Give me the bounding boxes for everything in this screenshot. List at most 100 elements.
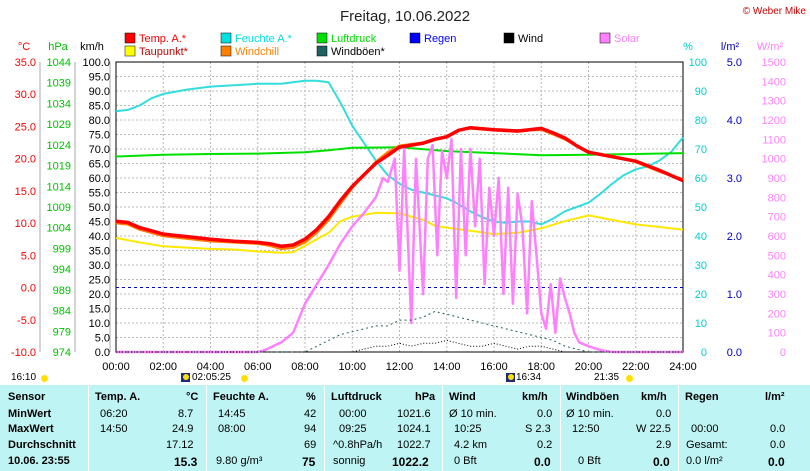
axis-unit-label: hPa xyxy=(48,41,68,53)
weather-chart: Freitag, 10.06.2022 © Weber Mike Temp. A… xyxy=(11,6,807,373)
x-tick-label: 22:00 xyxy=(622,361,650,373)
chart-series xyxy=(115,79,684,354)
legend-label: Windböen* xyxy=(331,46,386,58)
legend-label: Regen xyxy=(424,33,456,45)
legend-swatch xyxy=(599,32,611,44)
column-divider xyxy=(560,385,561,471)
y-tick-label: 800 xyxy=(768,192,786,204)
current-timestamp: 10.06. 23:55 xyxy=(8,455,70,467)
max-temp-value: 24.9 xyxy=(172,423,194,435)
y-tick-label: 100 xyxy=(768,328,786,340)
x-tick-labels: 00:00 02:00 04:00 06:00 08:00 10:00 12:00 14:00… xyxy=(102,361,697,373)
wind-avg-label: Ø 10 min. xyxy=(449,408,497,420)
y-tick-label: 989 xyxy=(53,285,71,297)
y-tick-label: -10.0 xyxy=(11,347,36,359)
x-tick-label: 04:00 xyxy=(197,361,225,373)
header-humidity: Feuchte A. xyxy=(213,391,269,403)
y-tick-label: 20.0 xyxy=(89,289,110,301)
current-wind-bft: 0 Bft xyxy=(454,455,477,467)
y-tick-label: 25.0 xyxy=(15,121,36,133)
column-divider xyxy=(678,385,679,471)
y-tick-label: 1034 xyxy=(47,98,71,110)
avg-pressure-value: 1022.7 xyxy=(397,439,431,451)
max-temp-time: 14:50 xyxy=(100,423,128,435)
y-tick-label: 35.0 xyxy=(89,246,110,258)
max-gust-time: 12:50 xyxy=(572,423,600,435)
moon-icon xyxy=(181,373,190,382)
x-tick-label: 18:00 xyxy=(527,361,555,373)
y-tick-label: 5.0 xyxy=(727,57,742,69)
y-tick-label: 80.0 xyxy=(89,115,110,127)
max-pressure-value: 1024.1 xyxy=(397,423,431,435)
header-temp-unit: °C xyxy=(186,391,199,403)
y-tick-label: 20 xyxy=(695,289,707,301)
y-tick-label: 1039 xyxy=(47,78,71,90)
current-gust-bft: 0 Bft xyxy=(578,455,601,467)
y-tick-label: 10 xyxy=(695,318,707,330)
max-rain-value: 0.0 xyxy=(770,423,786,435)
statistics-table: Sensor Temp. A. °C Feuchte A. % Luftdruc… xyxy=(0,385,810,471)
y-tick-label: 70 xyxy=(695,144,707,156)
series-solar xyxy=(116,138,683,354)
max-humidity-value: 94 xyxy=(304,423,317,435)
y-tick-label: 35.0 xyxy=(15,57,36,69)
series-wind xyxy=(116,339,683,353)
x-tick-label: 24:00 xyxy=(669,361,697,373)
y-tick-label: 70.0 xyxy=(89,144,110,156)
legend-label: Luftdruck xyxy=(331,33,377,45)
y-tick-label: 999 xyxy=(53,243,71,255)
y-tick-label: 50 xyxy=(695,202,707,214)
legend-swatch xyxy=(124,32,136,44)
avg-wind-value: 0.2 xyxy=(537,439,553,451)
wind-avg-value: 0.0 xyxy=(537,408,553,420)
y-tick-label: 85.0 xyxy=(89,101,110,113)
header-rain-unit: l/m² xyxy=(765,391,785,403)
axis-unit-label: W/m² xyxy=(757,41,784,53)
x-tick-label: 14:00 xyxy=(433,361,461,373)
y-tick-label: 994 xyxy=(53,264,71,276)
y-tick-label: 90 xyxy=(695,86,707,98)
row-label-max: MaxWert xyxy=(8,423,54,435)
row-label-min: MinWert xyxy=(8,408,52,420)
legend-swatch xyxy=(220,32,232,44)
y-tick-label: 40.0 xyxy=(89,231,110,243)
y-tick-label: 900 xyxy=(768,173,786,185)
y-tick-label: 95.0 xyxy=(89,72,110,84)
avg-humidity-value: 69 xyxy=(304,439,317,451)
y-tick-label: 1400 xyxy=(762,76,786,88)
series-feuchte-a xyxy=(115,79,684,226)
header-gusts-unit: km/h xyxy=(641,391,667,403)
legend-label: Windchill xyxy=(235,46,279,58)
sunrise-time: 16:10 xyxy=(11,372,37,383)
y-tick-label: 0.0 xyxy=(727,347,742,359)
series-temp-a xyxy=(115,125,684,249)
legend-swatch xyxy=(220,45,232,57)
y-tick-label: 0.0 xyxy=(21,283,36,295)
legend-label: Taupunkt* xyxy=(139,46,189,58)
y-tick-label: 1200 xyxy=(762,115,786,127)
series-luftdruck xyxy=(115,146,684,158)
y-tick-label: 15.0 xyxy=(89,304,110,316)
legend-swatch xyxy=(124,45,136,57)
max-rain-time: 00:00 xyxy=(691,423,719,435)
current-rain-value: 0.0 xyxy=(768,455,785,469)
y-tick-label: 1100 xyxy=(762,134,786,146)
y-tick-label: 1.0 xyxy=(727,289,742,301)
legend-label: Temp. A.* xyxy=(139,33,187,45)
absolute-humidity: 9.80 g/m³ xyxy=(216,455,263,467)
y-tick-label: 65.0 xyxy=(89,159,110,171)
sunset-time: 21:35 xyxy=(594,372,620,383)
max-pressure-time: 09:25 xyxy=(339,423,367,435)
y-tick-label: 30 xyxy=(695,260,707,272)
y-tick-label: 1004 xyxy=(47,223,71,235)
moonset-time: 16:34 xyxy=(516,372,542,383)
y-tick-label: 984 xyxy=(53,306,71,318)
chart-legend: Temp. A.* Feuchte A.* Luftdruck Regen Wind So… xyxy=(124,32,640,58)
y-tick-label: 45.0 xyxy=(89,217,110,229)
y-tick-label: 974 xyxy=(53,347,71,359)
wind-distance: 4.2 km xyxy=(454,439,488,451)
header-wind: Wind xyxy=(449,391,476,403)
y-tick-label: 100.0 xyxy=(82,57,110,69)
y-tick-label: -5.0 xyxy=(17,315,36,327)
y-tick-label: 5.0 xyxy=(95,333,110,345)
